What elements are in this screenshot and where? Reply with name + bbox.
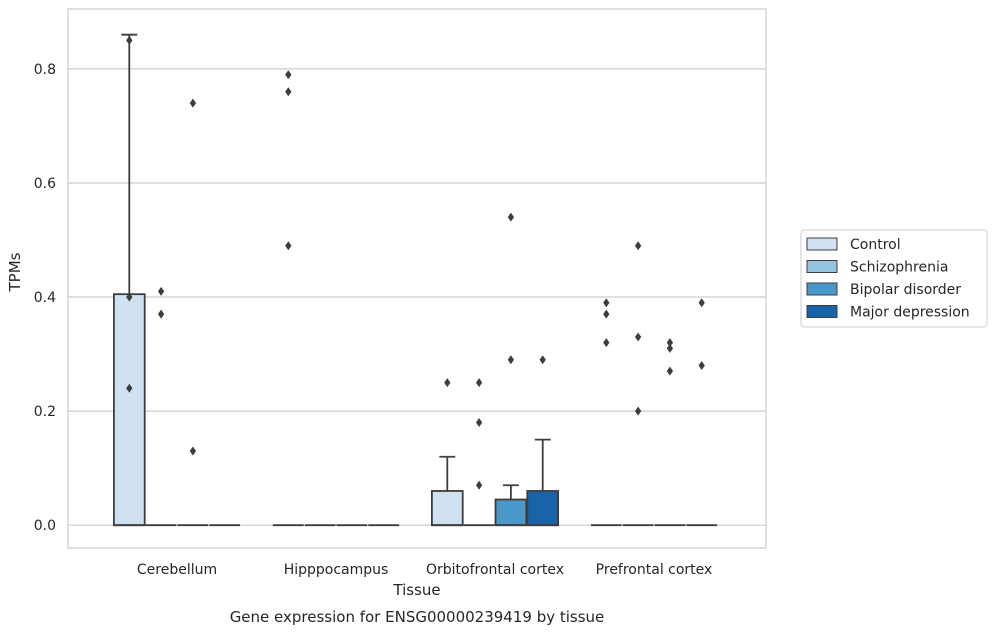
outlier-point (285, 241, 292, 251)
outlier-point (666, 338, 674, 348)
legend: Control Schizophrenia Bipolar disorder Majo… (800, 229, 988, 328)
outlier-point (634, 406, 642, 416)
outlier-point (475, 480, 483, 490)
legend-label: Control (850, 237, 901, 253)
box-body (526, 490, 559, 527)
legend-label: Major depression (850, 305, 970, 321)
box-2-2 (494, 484, 528, 527)
outlier-points (126, 35, 705, 490)
outlier-point (698, 298, 705, 308)
outlier-point (126, 35, 133, 45)
outlier-point (666, 343, 674, 353)
outlier-point (189, 446, 197, 456)
outlier-point (666, 366, 674, 376)
x-axis-label: Tissue (392, 581, 440, 599)
legend-swatch (806, 260, 838, 273)
outlier-point (285, 87, 292, 97)
outlier-point (603, 298, 610, 308)
boxes (113, 33, 718, 527)
outlier-point (285, 70, 292, 80)
x-tick-labels: Cerebellum Hipppocampus Orbitofrontal cort… (137, 562, 712, 578)
x-tick-label: Prefrontal cortex (596, 562, 713, 578)
outlier-point (603, 309, 610, 319)
outlier-point (634, 332, 642, 342)
legend-swatch (806, 282, 838, 296)
outlier-point (475, 418, 483, 428)
outlier-point (603, 338, 610, 348)
outlier-point (444, 378, 451, 388)
outlier-point (126, 292, 133, 302)
legend-swatch (806, 305, 838, 318)
box-body (494, 498, 528, 527)
outlier-point (157, 309, 165, 319)
outlier-point (507, 355, 515, 365)
legend-label: Bipolar disorder (850, 282, 961, 298)
plot-background (68, 9, 766, 548)
box-2-0 (430, 455, 464, 527)
y-tick-label: 0.4 (34, 290, 56, 306)
legend-label: Schizophrenia (850, 260, 948, 276)
y-tick-label: 0.6 (34, 176, 56, 192)
chart-caption: Gene expression for ENSG00000239419 by t… (230, 608, 605, 626)
box-body (430, 490, 464, 527)
outlier-point (126, 383, 133, 393)
legend-swatch (806, 237, 838, 251)
outlier-point (634, 241, 642, 251)
outlier-point (507, 212, 515, 222)
outlier-point (698, 360, 705, 370)
outlier-point (539, 355, 546, 365)
y-axis-label: TPMs (6, 252, 24, 292)
outlier-point (189, 98, 197, 108)
x-tick-label: Cerebellum (137, 562, 217, 578)
y-tick-label: 0.8 (34, 62, 56, 78)
box-body (113, 293, 146, 527)
box-2-3 (526, 438, 559, 527)
x-tick-label: Hipppocampus (284, 562, 389, 578)
box-0-0 (113, 33, 146, 527)
legend-frame (800, 229, 988, 328)
y-tick-label: 0.0 (34, 518, 56, 534)
x-tick-label: Orbitofrontal cortex (426, 562, 564, 578)
y-tick-labels: 0.0 0.2 0.4 0.6 0.8 (34, 62, 56, 534)
plot-frame (67, 8, 767, 549)
outlier-point (475, 378, 483, 388)
y-tick-label: 0.2 (34, 404, 56, 420)
outlier-point (157, 286, 165, 296)
